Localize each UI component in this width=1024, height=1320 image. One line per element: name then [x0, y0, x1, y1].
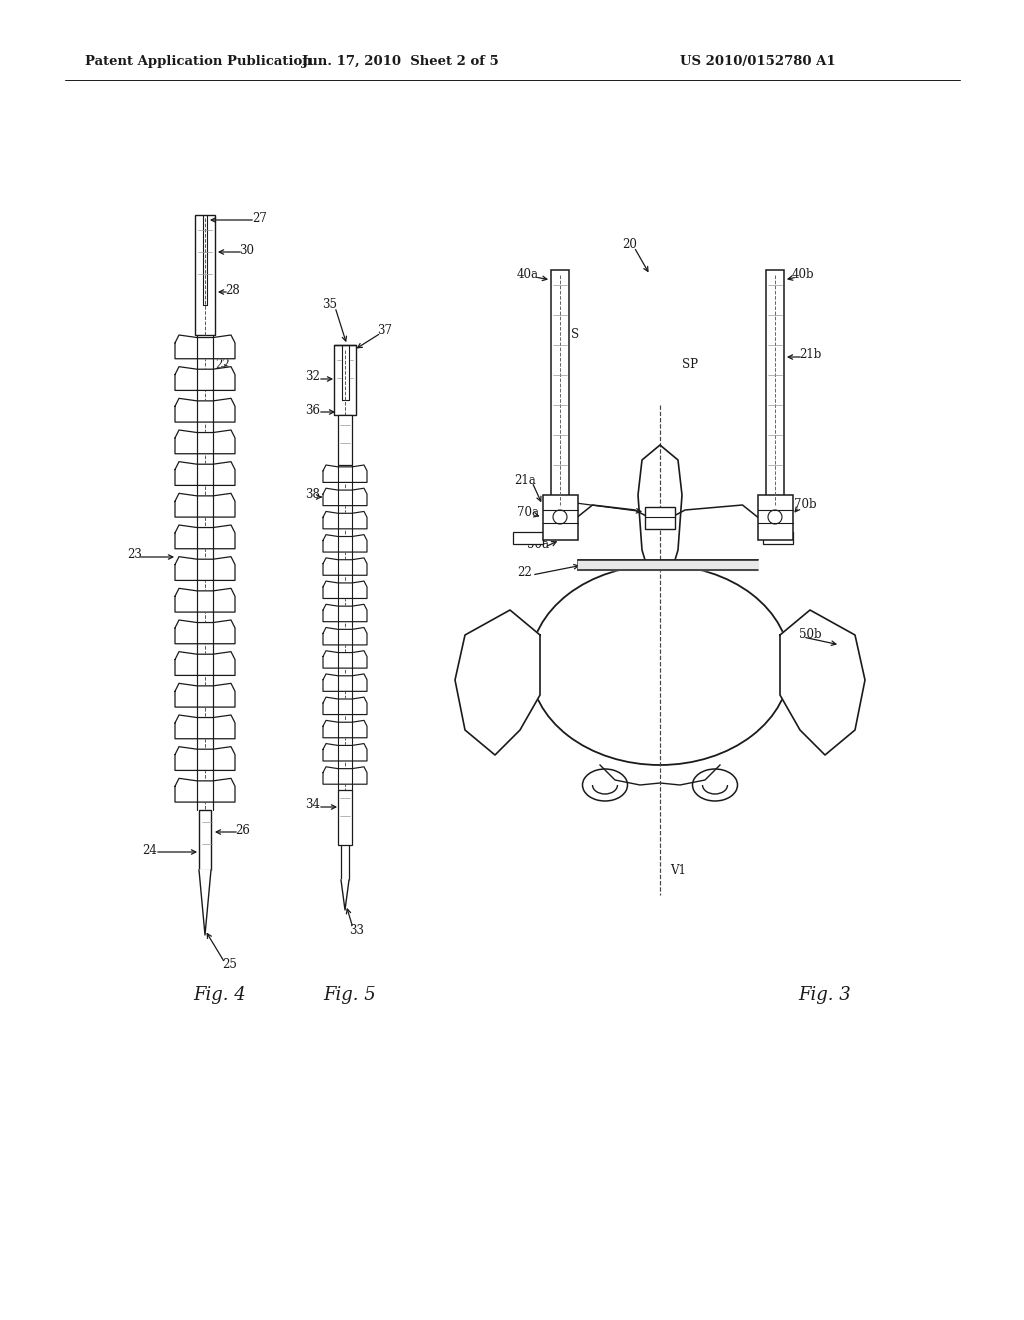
Text: 21a: 21a — [514, 474, 536, 487]
Text: 25: 25 — [222, 958, 238, 972]
Polygon shape — [175, 494, 234, 517]
Bar — [338, 789, 352, 845]
Text: 40b: 40b — [792, 268, 814, 281]
Text: 22: 22 — [517, 566, 532, 579]
Bar — [512, 532, 543, 544]
Polygon shape — [323, 697, 367, 714]
Polygon shape — [323, 465, 367, 482]
Polygon shape — [175, 779, 234, 803]
Polygon shape — [175, 557, 234, 581]
Text: 32: 32 — [305, 371, 321, 384]
Polygon shape — [780, 610, 865, 755]
Bar — [334, 345, 356, 414]
Text: 35: 35 — [323, 298, 338, 312]
Polygon shape — [578, 560, 758, 570]
Polygon shape — [323, 721, 367, 738]
Text: 20: 20 — [623, 239, 637, 252]
Text: Fig. 3: Fig. 3 — [799, 986, 851, 1005]
Polygon shape — [323, 767, 367, 784]
Polygon shape — [199, 870, 211, 935]
Polygon shape — [175, 652, 234, 676]
Polygon shape — [175, 715, 234, 739]
Polygon shape — [175, 399, 234, 422]
Bar — [551, 271, 569, 510]
Text: 24: 24 — [142, 843, 158, 857]
Text: Fig. 5: Fig. 5 — [324, 986, 377, 1005]
Text: Fig. 4: Fig. 4 — [194, 986, 247, 1005]
Polygon shape — [323, 558, 367, 576]
Bar — [763, 532, 793, 544]
Text: 34: 34 — [305, 799, 321, 812]
Ellipse shape — [530, 565, 790, 766]
Bar — [758, 495, 793, 540]
Bar — [195, 215, 215, 335]
Polygon shape — [175, 620, 234, 644]
Text: 21b: 21b — [799, 348, 821, 362]
Polygon shape — [341, 880, 349, 909]
Polygon shape — [638, 445, 682, 570]
Polygon shape — [323, 605, 367, 622]
Polygon shape — [455, 610, 540, 755]
Polygon shape — [323, 675, 367, 692]
Polygon shape — [175, 367, 234, 391]
Text: 50a: 50a — [527, 539, 549, 552]
Bar — [645, 507, 675, 529]
Polygon shape — [323, 743, 367, 762]
Polygon shape — [323, 651, 367, 668]
Text: 50b: 50b — [799, 628, 821, 642]
Text: Patent Application Publication: Patent Application Publication — [85, 55, 311, 69]
Polygon shape — [323, 581, 367, 598]
Text: 32: 32 — [557, 494, 572, 507]
Text: V1: V1 — [670, 863, 686, 876]
Text: 40a: 40a — [517, 268, 539, 281]
Polygon shape — [323, 488, 367, 506]
Text: 36: 36 — [305, 404, 321, 417]
Text: SP: SP — [682, 359, 698, 371]
Text: 33: 33 — [349, 924, 365, 936]
Polygon shape — [175, 747, 234, 771]
Polygon shape — [175, 525, 234, 549]
Polygon shape — [175, 430, 234, 454]
Polygon shape — [323, 535, 367, 552]
Bar — [338, 414, 352, 465]
Bar — [578, 560, 758, 570]
Text: S: S — [571, 329, 579, 342]
Text: 37: 37 — [378, 323, 392, 337]
Text: Jun. 17, 2010  Sheet 2 of 5: Jun. 17, 2010 Sheet 2 of 5 — [302, 55, 499, 69]
Text: 22: 22 — [216, 359, 230, 371]
Text: 70b: 70b — [794, 499, 816, 511]
Polygon shape — [323, 627, 367, 645]
Bar — [199, 810, 211, 870]
Polygon shape — [175, 335, 234, 359]
Text: 23: 23 — [128, 549, 142, 561]
Bar — [766, 271, 784, 510]
Text: US 2010/0152780 A1: US 2010/0152780 A1 — [680, 55, 836, 69]
Polygon shape — [175, 684, 234, 708]
Polygon shape — [175, 462, 234, 486]
Text: 70a: 70a — [517, 507, 539, 520]
Polygon shape — [175, 589, 234, 612]
Text: 28: 28 — [225, 284, 241, 297]
Bar — [543, 495, 578, 540]
Polygon shape — [323, 511, 367, 529]
Text: 26: 26 — [236, 824, 251, 837]
Text: 30: 30 — [240, 243, 255, 256]
Text: 27: 27 — [253, 211, 267, 224]
Text: 38: 38 — [305, 488, 321, 502]
